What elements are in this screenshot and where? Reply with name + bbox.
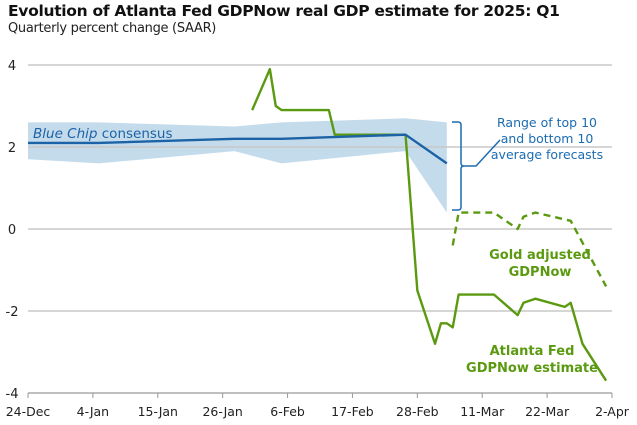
y-tick-label: -4 [6, 387, 19, 402]
x-tick-label: 2-Apr [595, 404, 630, 419]
y-tick-label: 2 [8, 141, 16, 156]
y-tick-label: -2 [6, 305, 19, 320]
x-tick-label: 11-Mar [460, 404, 505, 419]
x-tick-label: 6-Feb [270, 404, 305, 419]
y-tick-label: 4 [8, 59, 16, 74]
chart-title: Evolution of Atlanta Fed GDPNow real GDP… [8, 2, 560, 20]
gdpnow-label: Atlanta Fed [490, 344, 575, 359]
x-tick-label: 22-Mar [525, 404, 570, 419]
chart-subtitle: Quarterly percent change (SAAR) [8, 21, 217, 36]
gold-adjusted-line [451, 211, 608, 287]
gold-adjusted-label: Gold adjusted [489, 248, 591, 263]
consensus-label-rest: consensus [97, 126, 172, 142]
x-tick-label: 15-Jan [138, 404, 178, 419]
x-tick-label: 28-Feb [396, 404, 439, 419]
y-tick-label: 0 [8, 223, 16, 238]
gdpnow-label: GDPNow estimate [466, 361, 598, 376]
range-label: Range of top 10 [497, 115, 597, 130]
x-tick-label: 4-Jan [77, 404, 109, 419]
x-tick-label: 24-Dec [6, 404, 51, 419]
consensus-label: Blue Chip consensus [33, 126, 173, 142]
consensus-label-italic: Blue Chip [33, 126, 97, 142]
gold-adjusted-label: GDPNow [509, 265, 572, 280]
gdpnow-line [251, 67, 608, 382]
range-label: and bottom 10 [501, 131, 594, 146]
range-bracket [452, 121, 501, 211]
x-tick-label: 26-Jan [202, 404, 242, 419]
consensus-line [28, 133, 448, 165]
range-label: average forecasts [491, 147, 603, 162]
x-tick-label: 17-Feb [331, 404, 374, 419]
